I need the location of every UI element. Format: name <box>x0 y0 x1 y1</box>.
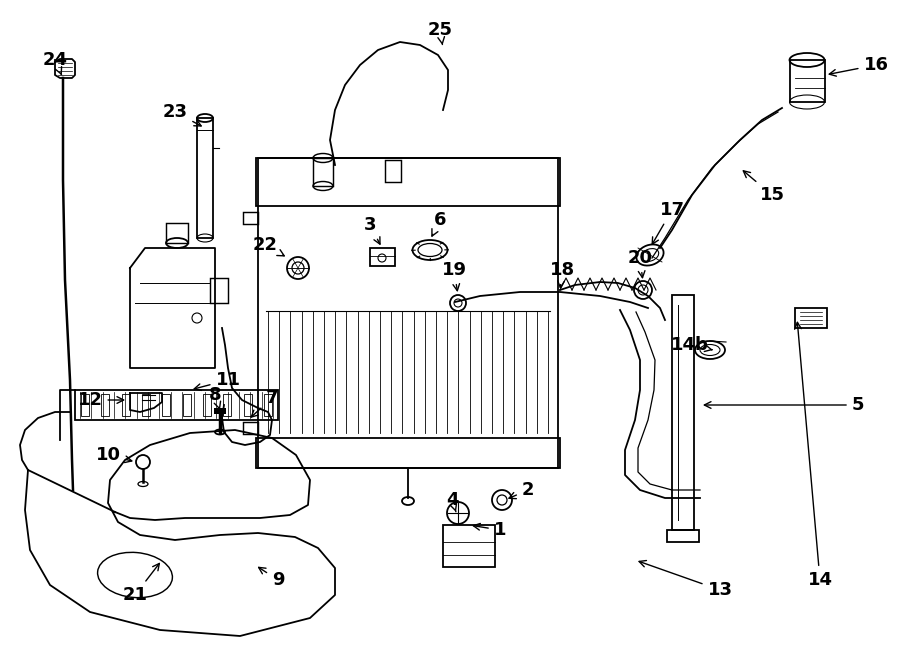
Text: 25: 25 <box>428 21 453 44</box>
Bar <box>142 394 150 416</box>
Bar <box>667 530 699 542</box>
Text: 14b: 14b <box>671 336 712 354</box>
Text: 21: 21 <box>122 563 159 604</box>
Bar <box>243 212 258 224</box>
Text: 3: 3 <box>364 216 380 244</box>
Bar <box>223 394 231 416</box>
Text: 19: 19 <box>442 261 466 291</box>
Bar <box>122 394 130 416</box>
Bar <box>443 525 495 567</box>
Bar <box>183 394 191 416</box>
Bar <box>81 394 89 416</box>
Bar <box>672 295 694 530</box>
Text: 7: 7 <box>251 389 278 417</box>
Text: 18: 18 <box>549 261 574 288</box>
Bar <box>244 394 252 416</box>
Bar <box>210 278 228 303</box>
Text: 12: 12 <box>77 391 123 409</box>
Text: 5: 5 <box>705 396 864 414</box>
Bar <box>790 60 825 102</box>
Text: 15: 15 <box>743 171 785 204</box>
Bar <box>264 394 272 416</box>
Bar <box>214 408 226 414</box>
Bar <box>385 160 401 182</box>
Bar <box>256 438 560 468</box>
Text: 1: 1 <box>473 521 506 539</box>
Text: 14: 14 <box>795 323 833 589</box>
Bar <box>370 248 395 266</box>
Bar <box>197 118 213 238</box>
Bar <box>313 158 333 186</box>
Text: 13: 13 <box>639 561 733 599</box>
Bar <box>795 308 827 328</box>
Text: 23: 23 <box>163 103 202 126</box>
Text: 22: 22 <box>253 236 284 256</box>
Text: 20: 20 <box>627 249 652 278</box>
Bar <box>203 394 211 416</box>
Text: 10: 10 <box>95 446 131 464</box>
Bar <box>166 223 188 243</box>
Text: 4: 4 <box>446 491 458 512</box>
Bar <box>258 158 558 468</box>
Text: 2: 2 <box>509 481 535 499</box>
Bar <box>102 394 109 416</box>
Text: 17: 17 <box>652 201 685 245</box>
Text: 16: 16 <box>829 56 888 76</box>
Text: 9: 9 <box>258 567 284 589</box>
Text: 24: 24 <box>42 51 68 75</box>
Text: 8: 8 <box>209 386 221 409</box>
Bar <box>256 158 560 206</box>
Text: 11: 11 <box>194 371 240 391</box>
Bar <box>243 422 258 434</box>
Bar <box>162 394 170 416</box>
Text: 6: 6 <box>432 211 446 236</box>
Bar <box>75 390 278 420</box>
